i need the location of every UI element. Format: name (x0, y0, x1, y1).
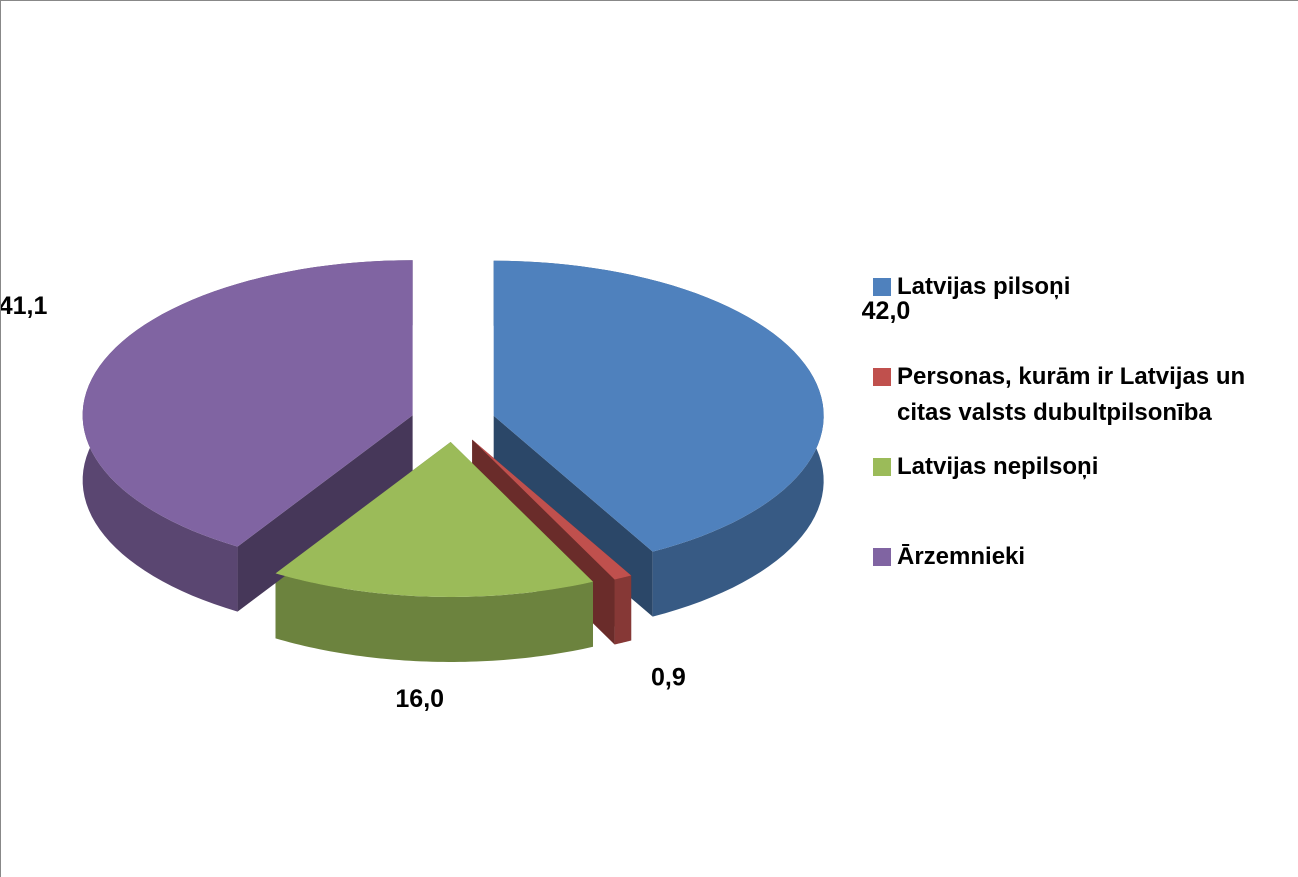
data-label: 41,1 (1, 292, 47, 320)
legend-swatch (873, 458, 891, 476)
slice-wall (614, 575, 632, 645)
data-label: 0,9 (651, 664, 686, 692)
slice (493, 260, 824, 552)
legend: Latvijas pilsoņi Personas, kurām ir Latvi… (873, 269, 1293, 629)
slice-side (237, 415, 413, 612)
legend-swatch (873, 548, 891, 566)
legend-swatch (873, 368, 891, 386)
legend-label: Personas, kurām ir Latvijas un citas val… (897, 363, 1246, 426)
legend-label: Latvijas nepilsoņi (897, 453, 1099, 480)
legend-item: Personas, kurām ir Latvijas un citas val… (873, 359, 1293, 431)
legend-item: Ārzemnieki (873, 539, 1293, 575)
slice (275, 441, 594, 597)
legend-item: Latvijas pilsoņi (873, 269, 1293, 305)
legend-swatch (873, 278, 891, 296)
legend-label: Latvijas pilsoņi (897, 273, 1071, 300)
slice-wall (275, 573, 594, 662)
slice (82, 260, 413, 547)
legend-item: Latvijas nepilsoņi (873, 449, 1293, 485)
data-label: 16,0 (395, 685, 444, 713)
data-label: 42,0 (862, 297, 911, 325)
legend-label: Ārzemnieki (897, 543, 1026, 570)
slice (472, 439, 632, 580)
